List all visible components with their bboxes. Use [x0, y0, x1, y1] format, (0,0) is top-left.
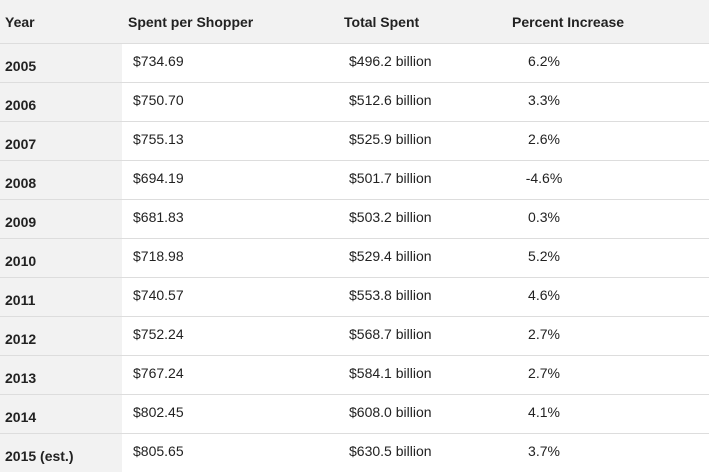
spent-per-shopper-cell: $755.13: [133, 131, 184, 147]
table-row: 2015 (est.) $805.65 $630.5 billion 3.7%: [0, 434, 709, 472]
table-row: 2012 $752.24 $568.7 billion 2.7%: [0, 317, 709, 356]
year-cell: 2015 (est.): [0, 434, 122, 472]
spent-per-shopper-cell: $681.83: [133, 209, 184, 225]
total-spent-cell: $525.9 billion: [349, 131, 432, 147]
year-label: 2011: [5, 292, 36, 308]
total-spent-cell: $608.0 billion: [349, 404, 432, 420]
percent-increase-cell: -4.6%: [525, 170, 563, 186]
percent-increase-cell: 4.1%: [528, 404, 560, 420]
year-label: 2015 (est.): [5, 448, 74, 464]
year-cell: 2009: [0, 200, 122, 238]
year-label: 2006: [5, 97, 37, 113]
spent-per-shopper-cell: $752.24: [133, 326, 184, 342]
percent-increase-cell: 3.3%: [528, 92, 560, 108]
percent-increase-cell: 0.3%: [528, 209, 560, 225]
total-spent-cell: $584.1 billion: [349, 365, 432, 381]
table-row: 2014 $802.45 $608.0 billion 4.1%: [0, 395, 709, 434]
year-cell: 2013: [0, 356, 122, 394]
spent-per-shopper-cell: $740.57: [133, 287, 184, 303]
total-spent-cell: $553.8 billion: [349, 287, 432, 303]
spent-per-shopper-cell: $694.19: [133, 170, 184, 186]
year-label: 2013: [5, 370, 37, 386]
year-cell: 2007: [0, 122, 122, 160]
year-cell: 2010: [0, 239, 122, 277]
year-label: 2009: [5, 214, 37, 230]
spent-per-shopper-cell: $750.70: [133, 92, 184, 108]
year-label: 2007: [5, 136, 37, 152]
spent-per-shopper-cell: $805.65: [133, 443, 184, 459]
percent-increase-cell: 5.2%: [528, 248, 560, 264]
spent-per-shopper-cell: $802.45: [133, 404, 184, 420]
table-row: 2013 $767.24 $584.1 billion 2.7%: [0, 356, 709, 395]
percent-increase-cell: 6.2%: [528, 53, 560, 69]
table-row: 2009 $681.83 $503.2 billion 0.3%: [0, 200, 709, 239]
total-spent-cell: $630.5 billion: [349, 443, 432, 459]
percent-increase-cell: 3.7%: [528, 443, 560, 459]
year-cell: 2012: [0, 317, 122, 355]
year-cell: 2005: [0, 44, 122, 82]
table-row: 2006 $750.70 $512.6 billion 3.3%: [0, 83, 709, 122]
total-spent-cell: $529.4 billion: [349, 248, 432, 264]
table-row: 2010 $718.98 $529.4 billion 5.2%: [0, 239, 709, 278]
year-cell: 2008: [0, 161, 122, 199]
spent-per-shopper-cell: $767.24: [133, 365, 184, 381]
year-label: 2005: [5, 58, 37, 74]
total-spent-cell: $501.7 billion: [349, 170, 432, 186]
column-header-percent-increase: Percent Increase: [512, 14, 625, 30]
total-spent-cell: $503.2 billion: [349, 209, 432, 225]
percent-increase-cell: 2.6%: [528, 131, 560, 147]
table-row: 2007 $755.13 $525.9 billion 2.6%: [0, 122, 709, 161]
year-label: 2010: [5, 253, 37, 269]
spent-per-shopper-cell: $734.69: [133, 53, 184, 69]
year-cell: 2006: [0, 83, 122, 121]
percent-increase-cell: 2.7%: [528, 326, 560, 342]
column-header-year: Year: [5, 14, 35, 30]
percent-increase-cell: 4.6%: [528, 287, 560, 303]
spent-per-shopper-cell: $718.98: [133, 248, 184, 264]
year-cell: 2011: [0, 278, 122, 316]
year-label: 2012: [5, 331, 37, 347]
total-spent-cell: $568.7 billion: [349, 326, 432, 342]
table-header-row: Year Spent per Shopper Total Spent Perce…: [0, 0, 709, 44]
year-cell: 2014: [0, 395, 122, 433]
year-label: 2014: [5, 409, 37, 425]
column-header-spent-per-shopper: Spent per Shopper: [128, 14, 254, 30]
column-header-total-spent: Total Spent: [344, 14, 420, 30]
percent-increase-cell: 2.7%: [528, 365, 560, 381]
year-label: 2008: [5, 175, 37, 191]
table-row: 2008 $694.19 $501.7 billion -4.6%: [0, 161, 709, 200]
total-spent-cell: $512.6 billion: [349, 92, 432, 108]
table-row: 2005 $734.69 $496.2 billion 6.2%: [0, 44, 709, 83]
total-spent-cell: $496.2 billion: [349, 53, 432, 69]
table-row: 2011 $740.57 $553.8 billion 4.6%: [0, 278, 709, 317]
